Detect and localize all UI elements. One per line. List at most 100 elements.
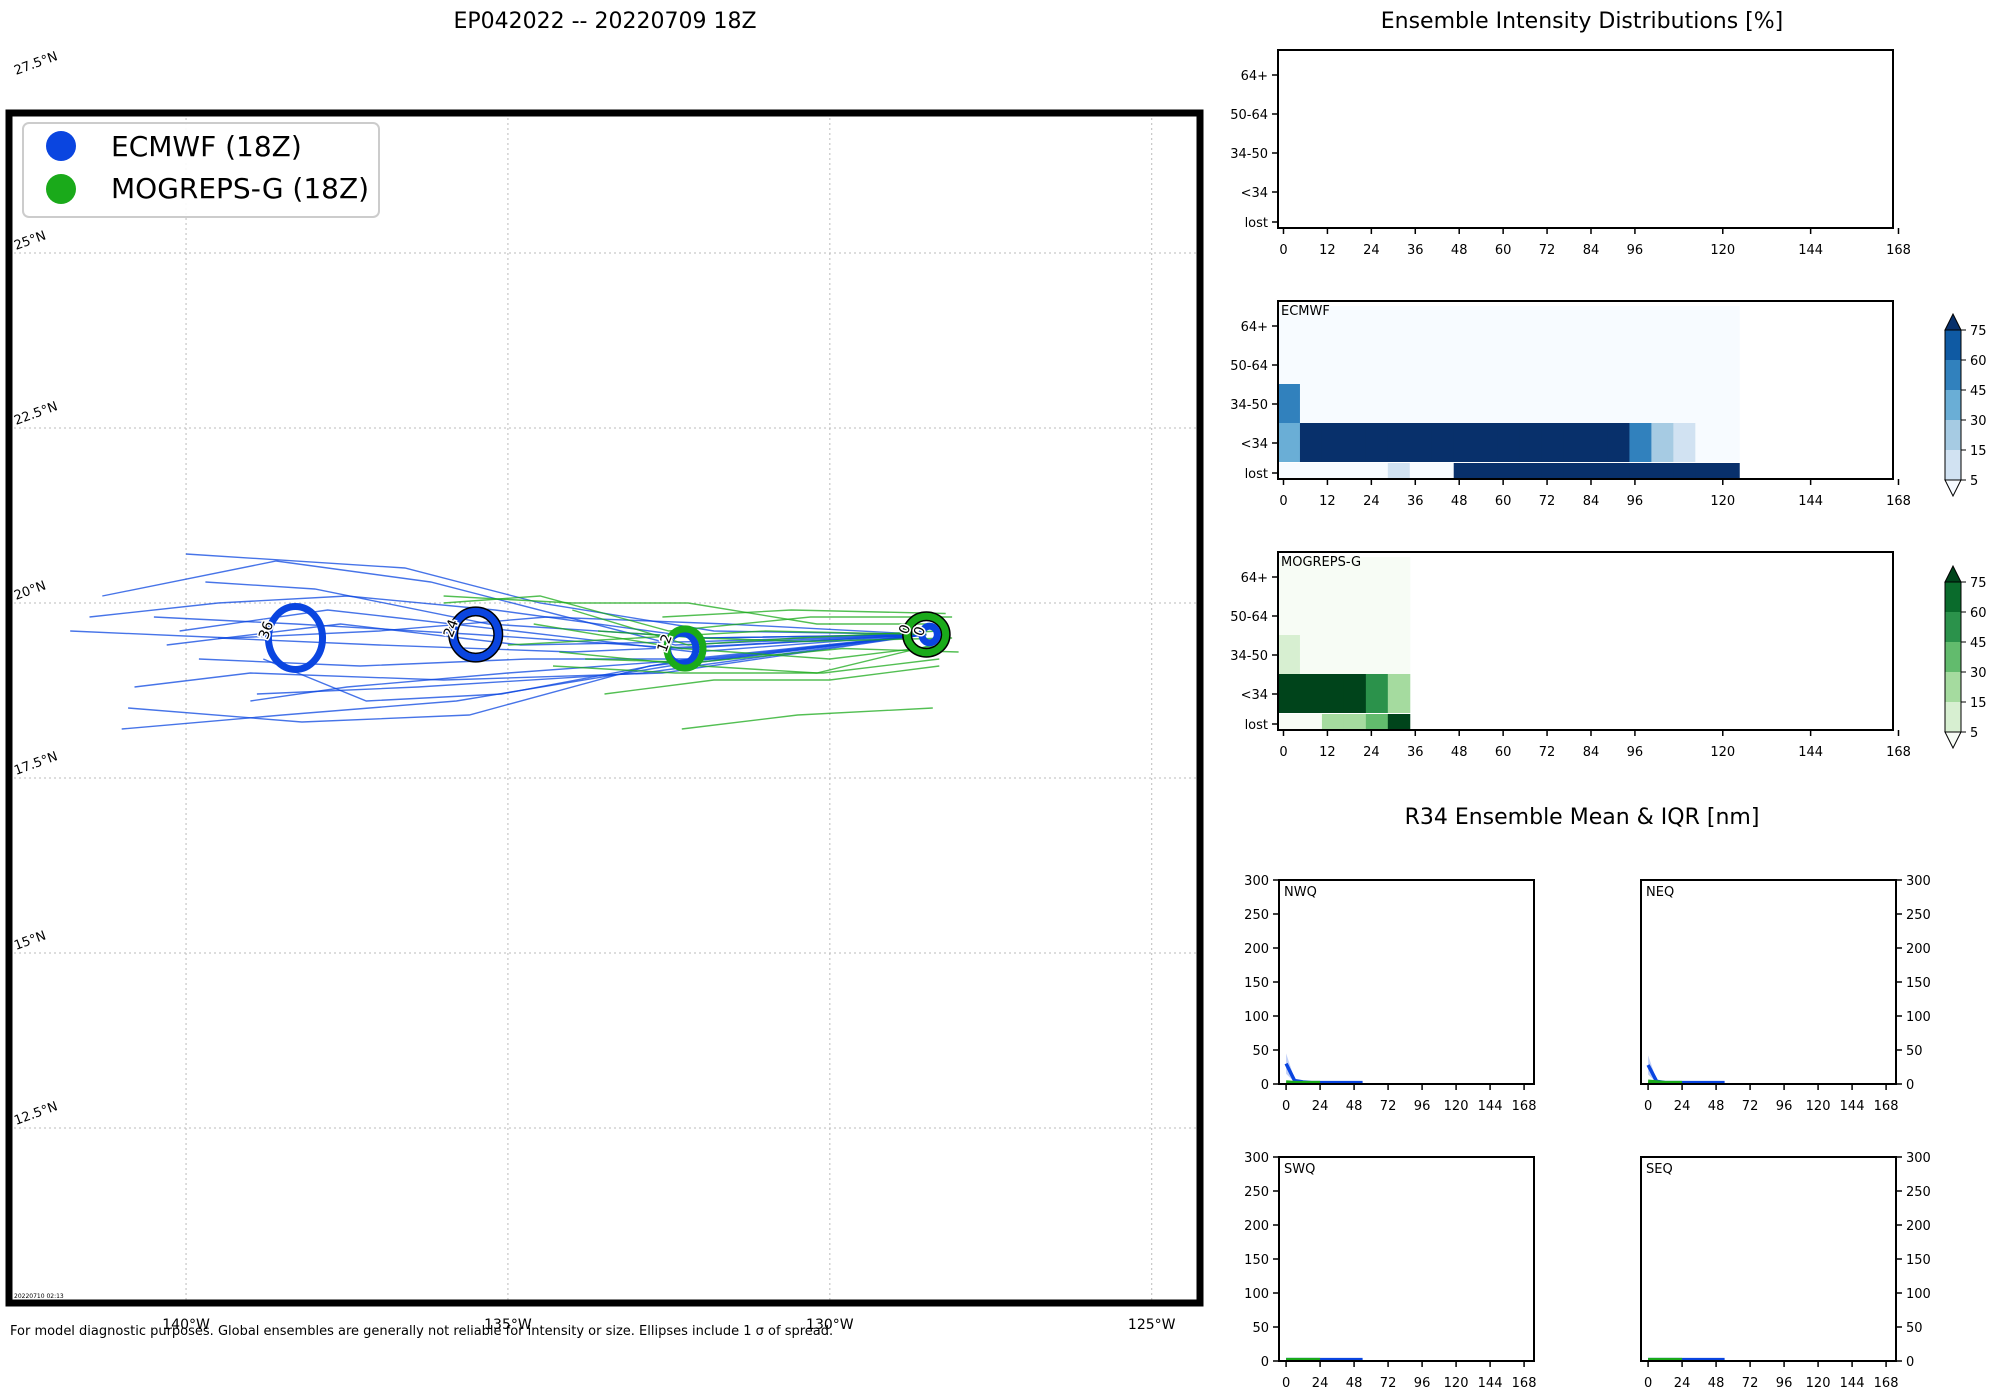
heatmap-cell (1673, 463, 1696, 479)
heatmap-cell (1695, 384, 1718, 423)
heatmap-ytick-label: 50-64 (1230, 108, 1268, 123)
r34-xtick-label: 48 (1708, 1376, 1725, 1391)
colorbar-tick-label: 45 (1970, 384, 1987, 399)
heatmap-cell (1541, 423, 1565, 462)
heatmap-cell (1563, 463, 1586, 479)
heatmap-xtick-label: 48 (1451, 494, 1468, 509)
heatmap-cell (1278, 463, 1301, 479)
heatmap-cell (1365, 384, 1389, 423)
heatmap-ytick-label: <34 (1241, 688, 1268, 703)
heatmap-cell (1409, 306, 1433, 345)
colorbar-segment (1945, 582, 1961, 612)
heatmap-ytick-label: lost (1245, 216, 1268, 231)
heatmap-xtick-label: 72 (1539, 494, 1556, 509)
colorbar-tick-label: 15 (1970, 696, 1987, 711)
r34-ytick-label: 150 (1244, 976, 1269, 991)
r34-xtick-label: 168 (1874, 1099, 1899, 1114)
r34-ytick-label: 100 (1906, 1010, 1931, 1025)
heatmap-xtick-label: 120 (1710, 745, 1735, 760)
heatmap-cell (1321, 596, 1345, 635)
heatmap-xtick-label: 24 (1363, 494, 1380, 509)
mogreps-track (598, 630, 953, 643)
heatmap-cell (1475, 384, 1499, 423)
r34-ytick-label: 300 (1906, 874, 1931, 889)
colorbar-tick-label: 30 (1970, 414, 1987, 429)
timestamp: 20220710 02:13 (14, 1293, 64, 1300)
heatmap-cell (1563, 384, 1586, 423)
heatmap-xtick-label: 84 (1583, 243, 1600, 258)
r34-xtick-label: 72 (1380, 1099, 1397, 1114)
heatmap-cell (1519, 423, 1543, 462)
heatmap-xtick-label: 120 (1710, 494, 1735, 509)
heatmap-xtick-label: 96 (1627, 745, 1644, 760)
ecmwf-track (205, 581, 927, 639)
heatmap-cell (1431, 463, 1455, 479)
r34-xtick-label: 168 (1874, 1376, 1899, 1391)
heatmap-cell (1585, 345, 1608, 384)
mogreps-mean-line (1285, 1080, 1321, 1085)
heatmap-cell (1541, 384, 1565, 423)
colorbar-max-arrow (1944, 564, 1962, 583)
r34-xtick-label: 0 (1282, 1099, 1290, 1114)
legend-mogreps-marker (46, 174, 76, 204)
heatmap-cell (1409, 384, 1433, 423)
heatmap-cell (1278, 714, 1301, 730)
heatmap-xtick-label: 48 (1451, 745, 1468, 760)
heatmap-cell (1299, 306, 1323, 345)
r34-xtick-label: 0 (1282, 1376, 1290, 1391)
colorbar-segment (1945, 450, 1961, 480)
heatmap-xtick-label: 96 (1627, 494, 1644, 509)
r34-xtick-label: 96 (1776, 1376, 1793, 1391)
heatmap-xtick-label: 12 (1319, 243, 1336, 258)
heatmap-cell (1278, 674, 1301, 713)
heatmap-xtick-label: 72 (1539, 745, 1556, 760)
r34-ytick-label: 150 (1906, 976, 1931, 991)
r34-xtick-label: 120 (1444, 1099, 1469, 1114)
heatmap-cell (1343, 635, 1367, 674)
heatmap-cell (1343, 384, 1367, 423)
r34-xtick-label: 168 (1512, 1099, 1537, 1114)
r34-xtick-label: 72 (1742, 1099, 1759, 1114)
ecmwf-panel-label: ECMWF (1281, 304, 1330, 319)
heatmap-cell (1299, 384, 1323, 423)
heatmap-cell (1673, 423, 1696, 462)
mogreps-track (572, 609, 940, 646)
r34-ytick-label: 150 (1244, 1253, 1269, 1268)
heatmap-cell (1387, 384, 1411, 423)
colorbar-tick-label: 60 (1970, 354, 1987, 369)
heatmap-xtick-label: 48 (1451, 243, 1468, 258)
heatmap-xtick-label: 168 (1886, 243, 1911, 258)
heatmap-cell (1607, 463, 1630, 479)
mogreps-track (585, 647, 959, 664)
heatmap-cell (1585, 384, 1608, 423)
heatmap-frame (1277, 49, 1894, 229)
r34-ytick-label: 250 (1244, 908, 1269, 923)
heatmap-cell (1387, 635, 1411, 674)
r34-background (1641, 880, 1896, 1084)
heatmap-cell (1475, 306, 1499, 345)
r34-ytick-label: 250 (1906, 1185, 1931, 1200)
heatmap-cell (1387, 674, 1411, 713)
r34-ytick-label: 250 (1244, 1185, 1269, 1200)
heatmap-cell (1497, 306, 1521, 345)
colorbar-frame (1944, 581, 1962, 733)
heatmap-ytick-label: 34-50 (1230, 147, 1268, 162)
map-frame (5, 109, 1204, 1307)
heatmap-cell (1585, 306, 1608, 345)
heatmap-cell (1519, 345, 1543, 384)
lon-tick-label: 135°W (484, 1317, 532, 1333)
heatmap-cell (1695, 423, 1718, 462)
ecmwf-ellipse (449, 607, 502, 662)
heatmap-cell (1629, 463, 1652, 479)
r34-xtick-label: 144 (1840, 1376, 1865, 1391)
heatmap-cell (1278, 345, 1301, 384)
heatmap-cell (1629, 306, 1652, 345)
r34-ytick-label: 50 (1906, 1044, 1923, 1059)
colorbar-frame (1944, 329, 1962, 481)
heatmap-frame (1277, 300, 1894, 480)
heatmap-cell (1695, 345, 1718, 384)
heatmap-cell (1717, 423, 1740, 462)
heatmap-cell (1717, 384, 1740, 423)
heatmap-cell (1651, 306, 1674, 345)
colorbar-tick-label: 5 (1970, 726, 1978, 741)
